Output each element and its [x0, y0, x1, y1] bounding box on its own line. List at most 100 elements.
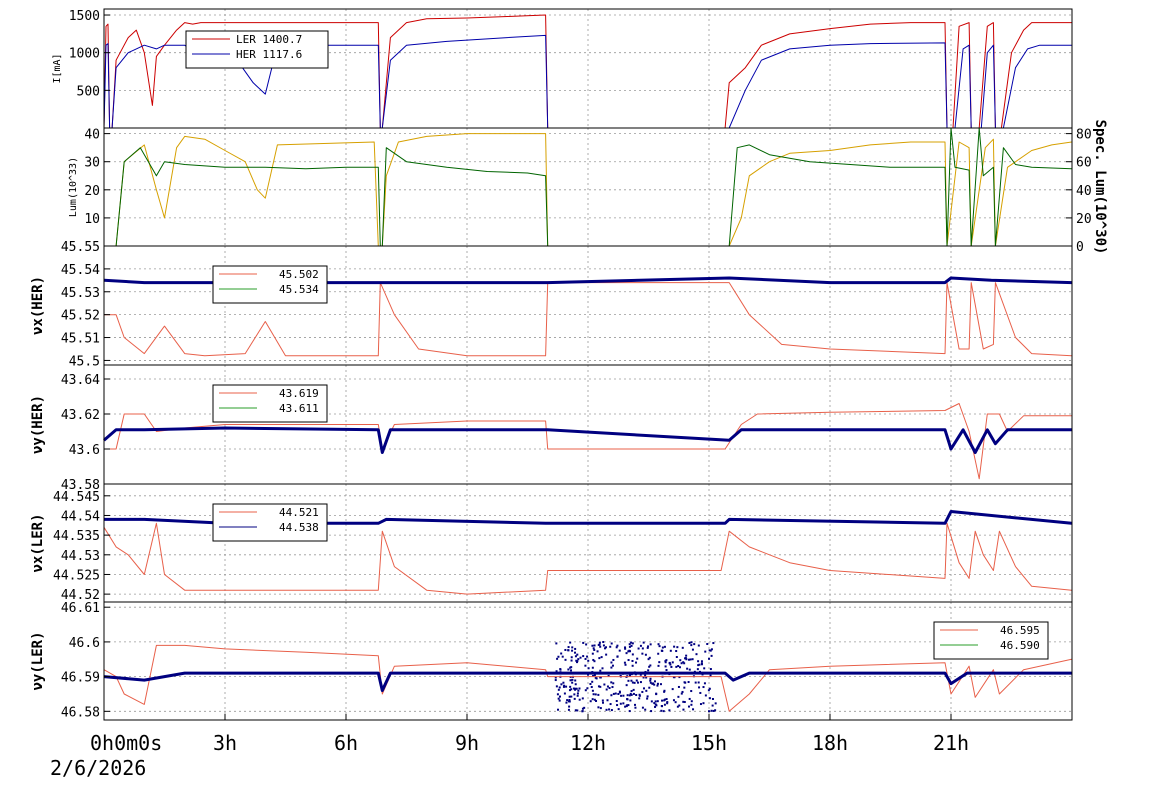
scatter-point — [648, 656, 651, 659]
scatter-point — [605, 653, 608, 656]
scatter-point — [664, 665, 667, 668]
scatter-point — [573, 651, 576, 654]
scatter-point — [636, 657, 639, 660]
scatter-point — [597, 693, 600, 696]
scatter-point — [556, 657, 559, 660]
scatter-point — [689, 658, 692, 661]
scatter-point — [697, 681, 700, 684]
scatter-point — [632, 688, 635, 691]
scatter-point — [645, 676, 648, 679]
scatter-point — [629, 699, 632, 702]
scatter-point — [611, 686, 614, 689]
scatter-point — [659, 683, 662, 686]
y-tick-label: 45.52 — [61, 309, 100, 324]
scatter-point — [565, 685, 568, 688]
scatter-point — [568, 699, 571, 702]
scatter-point — [578, 698, 581, 701]
scatter-point — [622, 702, 625, 705]
scatter-point — [635, 661, 638, 664]
scatter-point — [564, 658, 567, 661]
scatter-point — [641, 647, 644, 650]
x-tick-label: 9h — [455, 731, 479, 755]
scatter-point — [591, 680, 594, 683]
scatter-point — [639, 644, 642, 647]
legend-box — [185, 30, 329, 69]
y-axis-right-label: Spec. Lum(10^30) — [1092, 120, 1108, 255]
scatter-point — [687, 681, 690, 684]
scatter-point — [674, 701, 677, 704]
scatter-point — [573, 693, 576, 696]
y-tick-label: 45.53 — [61, 286, 100, 301]
series-line-her — [103, 34, 1072, 129]
panel-nuy_her: 43.58 43.6 43.62 43.64 νy(HER) 43.619 43.611 — [30, 364, 1073, 493]
y-tick-label: 10 — [84, 212, 100, 227]
scatter-point — [658, 661, 661, 664]
scatter-point — [641, 690, 644, 693]
y-tick-label: 44.525 — [53, 568, 100, 583]
scatter-point — [623, 661, 626, 664]
y-tick-label: 46.59 — [61, 671, 100, 686]
scatter-point — [671, 661, 674, 664]
scatter-point — [673, 676, 676, 679]
scatter-point — [707, 689, 710, 692]
scatter-point — [688, 641, 691, 644]
legend-entry: 45.534 — [279, 283, 319, 296]
scatter-point — [693, 643, 696, 646]
scatter-point — [642, 687, 645, 690]
scatter-point — [709, 668, 712, 671]
scatter-point — [574, 679, 577, 682]
scatter-point — [567, 649, 570, 652]
x-tick-label: 21h — [933, 731, 969, 755]
scatter-point — [656, 700, 659, 703]
scatter-point — [606, 699, 609, 702]
scatter-point — [622, 694, 625, 697]
scatter-point — [571, 678, 574, 681]
scatter-point — [607, 674, 610, 677]
scatter-point — [688, 697, 691, 700]
scatter-point — [650, 710, 653, 713]
scatter-point — [591, 652, 594, 655]
scatter-point — [567, 668, 570, 671]
scatter-point — [700, 660, 703, 663]
scatter-point — [642, 676, 645, 679]
scatter-point — [571, 646, 574, 649]
scatter-point — [567, 646, 570, 649]
legend-entry: LER 1400.7 — [236, 33, 302, 46]
scatter-point — [641, 652, 644, 655]
scatter-point — [645, 689, 648, 692]
scatter-point — [683, 701, 686, 704]
scatter-point — [612, 692, 615, 695]
scatter-point — [706, 643, 709, 646]
scatter-point — [602, 644, 605, 647]
scatter-point — [596, 650, 599, 653]
scatter-point — [576, 653, 579, 656]
scatter-point — [703, 667, 706, 670]
scatter-point — [639, 673, 642, 676]
scatter-point — [606, 685, 609, 688]
scatter-point — [648, 686, 651, 689]
scatter-point — [593, 660, 596, 663]
y-axis-label: I[mA] — [52, 53, 63, 83]
scatter-point — [608, 687, 611, 690]
scatter-point — [586, 655, 589, 658]
scatter-point — [647, 669, 650, 672]
scatter-point — [691, 648, 694, 651]
scatter-point — [704, 650, 707, 653]
scatter-point — [682, 661, 685, 664]
scatter-point — [654, 703, 657, 706]
scatter-point — [631, 664, 634, 667]
scatter-point — [584, 689, 587, 692]
panel-current: 500 1000 1500 I[mA] LER 1400.7 HER 1117.6 — [52, 8, 1073, 129]
scatter-point — [592, 674, 595, 677]
scatter-point — [598, 643, 601, 646]
panel-nuy_ler: 46.58 46.59 46.6 46.61 νy(LER) 46.595 46.590 — [30, 601, 1073, 721]
scatter-point — [664, 660, 667, 663]
scatter-point — [584, 664, 587, 667]
scatter-point — [612, 658, 615, 661]
scatter-point — [601, 701, 604, 704]
scatter-point — [677, 665, 680, 668]
scatter-point — [698, 663, 701, 666]
scatter-point — [554, 679, 557, 682]
scatter-point — [653, 702, 656, 705]
scatter-point — [656, 682, 659, 685]
